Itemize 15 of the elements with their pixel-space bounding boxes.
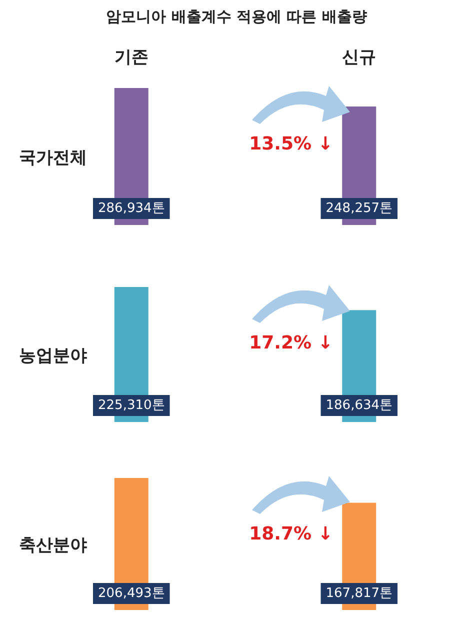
chart-title: 암모니아 배출계수 적용에 따른 배출량 [106,8,367,26]
y-axis-title: 축산분야 [19,536,87,556]
data-label: 248,257톤 [326,201,393,216]
annotation: 18.7% ↓ [249,524,333,544]
annotation: 13.5% ↓ [249,134,333,154]
data-label: 206,493톤 [98,586,165,601]
data-label: 225,310톤 [98,398,165,413]
y-axis-title: 농업분야 [19,346,87,366]
data-label: 167,817톤 [326,586,393,601]
data-label: 286,934톤 [98,201,165,216]
y-axis-title: 국가전체 [19,148,87,168]
x-tick-label: 기존 [114,48,148,68]
data-label: 186,634톤 [326,398,393,413]
annotation: 17.2% ↓ [249,332,333,354]
x-tick-label: 신규 [342,48,376,68]
